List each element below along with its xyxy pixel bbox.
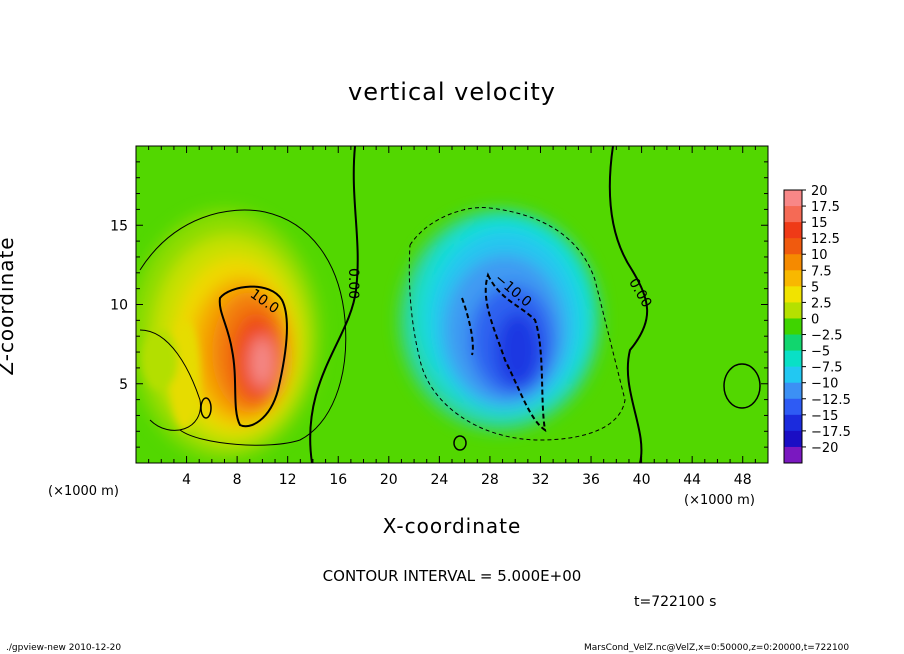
- colorbar-swatch: [784, 446, 802, 464]
- updraft-left-lobes: [142, 320, 200, 430]
- y-tick-label: 10: [110, 298, 128, 314]
- axis-ticks: [136, 146, 768, 463]
- x-tick-label: 20: [380, 472, 398, 488]
- colorbar-label: 12.5: [811, 232, 840, 247]
- x-unit-label-right: (×1000 m): [684, 493, 755, 508]
- colorbar-swatch: [784, 270, 802, 287]
- colorbar-label: 17.5: [811, 200, 840, 215]
- colorbar-swatch: [784, 254, 802, 271]
- colorbar-label: −20: [811, 441, 838, 456]
- colorbar-label: −7.5: [811, 361, 843, 376]
- x-tick-label: 36: [582, 472, 600, 488]
- x-tick-label: 4: [182, 472, 191, 488]
- x-tick-label: 24: [430, 472, 448, 488]
- x-tick-label: 44: [683, 472, 701, 488]
- time-label: t=722100 s: [634, 594, 717, 610]
- colorbar-swatch: [784, 414, 802, 432]
- colorbar-label: 10: [811, 248, 828, 263]
- colorbar-label: −5: [811, 345, 830, 360]
- colorbar-swatch: [784, 366, 802, 384]
- colorbar-swatch: [784, 350, 802, 368]
- colorbar-label: −2.5: [811, 329, 843, 344]
- colorbar-label: −15: [811, 409, 838, 424]
- y-tick-labels: 5 10 15: [110, 218, 128, 393]
- x-tick-label: 16: [329, 472, 347, 488]
- colorbar-swatch: [784, 334, 802, 352]
- x-tick-label: 28: [481, 472, 499, 488]
- colorbar-label: 5: [811, 280, 819, 295]
- contour-label: 0.00: [345, 268, 361, 299]
- colorbar-swatch: [784, 382, 802, 400]
- x-tick-label: 8: [233, 472, 242, 488]
- colorbar-label: 20: [811, 184, 828, 199]
- footer-right: MarsCond_VelZ.nc@VelZ,x=0:50000,z=0:2000…: [584, 643, 850, 653]
- x-tick-label: 32: [532, 472, 550, 488]
- contour-interval: CONTOUR INTERVAL = 5.000E+00: [322, 567, 582, 585]
- heatmap-field: 10.0 0.00 −10.0 0.00: [136, 146, 768, 463]
- colorbar: [783, 189, 803, 464]
- colorbar-label: −12.5: [811, 393, 851, 408]
- colorbar-swatch: [784, 398, 802, 416]
- contour-lines: [139, 146, 761, 463]
- colorbar-label: 0: [811, 312, 819, 327]
- colorbar-swatch: [784, 318, 802, 336]
- colorbar-swatch: [784, 286, 802, 303]
- y-axis-label: Z-coordinate: [0, 236, 18, 376]
- downdraft-region: [400, 210, 600, 430]
- chart-title: vertical velocity: [348, 78, 556, 106]
- colorbar-label: −10: [811, 377, 838, 392]
- footer-left: ./gpview-new 2010-12-20: [6, 643, 122, 653]
- colorbar-swatch: [784, 190, 802, 207]
- x-unit-label-left: (×1000 m): [48, 484, 119, 499]
- x-tick-label: 40: [633, 472, 651, 488]
- colorbar-swatch: [784, 302, 802, 319]
- y-tick-label: 15: [110, 218, 128, 234]
- colorbar-label: −17.5: [811, 425, 851, 440]
- x-axis-label: X-coordinate: [382, 514, 522, 538]
- x-tick-label: 48: [734, 472, 752, 488]
- colorbar-swatch: [784, 238, 802, 255]
- colorbar-label: 7.5: [811, 264, 832, 279]
- colorbar-label: 2.5: [811, 296, 832, 311]
- x-tick-labels: 4 8 12 16 20 24 28 32 36 40 44 48: [182, 472, 752, 488]
- colorbar-label: 15: [811, 216, 828, 231]
- colorbar-swatch: [784, 222, 802, 239]
- x-tick-label: 12: [279, 472, 297, 488]
- colorbar-frame: [783, 189, 803, 464]
- colorbar-swatch: [784, 430, 802, 448]
- colorbar-swatch: [784, 206, 802, 223]
- y-tick-label: 5: [119, 377, 128, 393]
